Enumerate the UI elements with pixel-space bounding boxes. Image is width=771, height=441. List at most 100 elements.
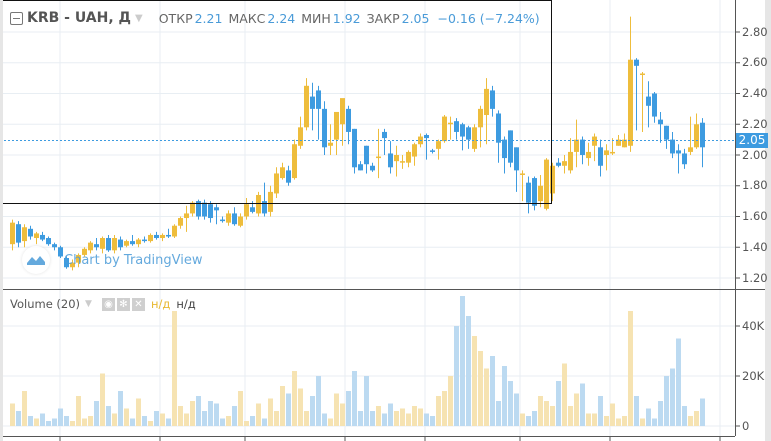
left-border [0, 0, 3, 441]
candle-body [232, 213, 237, 225]
candle-body [238, 216, 243, 226]
candle-body [610, 151, 615, 154]
volume-bar [280, 386, 285, 426]
volume-tick-label: 40K [742, 318, 765, 333]
volume-bar [484, 368, 489, 426]
candle-body [424, 135, 429, 139]
volume-bar [322, 413, 327, 426]
candle-body [160, 234, 165, 239]
volume-bar [394, 411, 399, 426]
volume-bar [526, 416, 531, 426]
collapse-icon[interactable] [10, 11, 23, 25]
candle-body [28, 228, 33, 237]
volume-bar [202, 411, 207, 426]
candle-body [586, 151, 591, 159]
candle-body [394, 155, 399, 162]
volume-bar [508, 381, 513, 426]
symbol-legend: KRB - UAH, Д ▼ ОТКР 2.21 МАКС 2.24 МИН 1… [10, 10, 540, 26]
volume-bar [442, 391, 447, 426]
price-tick-label: 2.60 [742, 55, 768, 70]
volume-bar [652, 418, 657, 426]
volume-bar [670, 368, 675, 426]
close-icon[interactable]: ✕ [131, 297, 145, 311]
candle-body [454, 121, 459, 132]
high-label: МАКС [228, 10, 266, 26]
volume-bar [586, 413, 591, 426]
volume-bar [190, 401, 195, 426]
volume-bar [250, 416, 255, 426]
chevron-down-icon[interactable]: ▼ [85, 299, 92, 309]
chevron-down-icon[interactable]: ▼ [135, 12, 143, 24]
candle-body [130, 241, 135, 245]
change-value: −0.16 (−7.24%) [437, 10, 540, 26]
candle-body [478, 108, 483, 128]
volume-bar [10, 403, 15, 426]
candle-body [538, 185, 543, 202]
candle-body [280, 167, 285, 179]
low-value: 1.92 [332, 10, 361, 26]
candle-body [142, 239, 147, 242]
volume-bar [136, 398, 141, 426]
volume-title[interactable]: Volume (20) [10, 297, 81, 311]
candle-body [196, 201, 201, 217]
volume-bar [406, 413, 411, 426]
volume-bar [346, 391, 351, 426]
candle-body [652, 93, 657, 117]
volume-bar [544, 401, 549, 426]
volume-bar [232, 406, 237, 426]
volume-bar [694, 411, 699, 426]
candle-body [490, 90, 495, 109]
volume-bar [478, 351, 483, 426]
candle-body [580, 139, 585, 155]
candle-body [352, 128, 357, 168]
volume-bar [166, 418, 171, 426]
candle-body [346, 108, 351, 132]
candle-body [328, 142, 333, 146]
volume-ma-value: н/д [176, 297, 196, 311]
candle-body [34, 233, 39, 239]
volume-bar [550, 406, 555, 426]
price-tick-label: 1.80 [742, 178, 768, 193]
tradingview-watermark[interactable]: Chart by TradingView [22, 246, 202, 274]
candle-body [370, 165, 375, 171]
price-tick-label: 2.40 [742, 86, 768, 100]
volume-bar [268, 398, 273, 426]
volume-bar [160, 413, 165, 426]
volume-bar [454, 326, 459, 426]
volume-bar [118, 391, 123, 426]
volume-bar [514, 393, 519, 426]
volume-bar [676, 338, 681, 426]
volume-tick-label: 20K [742, 368, 765, 383]
watermark-text: Chart by TradingView [64, 252, 203, 268]
candle-body [508, 130, 513, 163]
candle-body [22, 227, 27, 242]
candle-body [70, 262, 75, 268]
candle-body [658, 119, 663, 125]
candle-body [268, 191, 273, 212]
volume-bar [640, 418, 645, 426]
symbol-title[interactable]: KRB - UAH, Д [27, 10, 132, 26]
volume-bar [124, 408, 129, 426]
volume-bar [304, 411, 309, 426]
volume-bar [532, 411, 537, 426]
candle-body [82, 248, 87, 255]
volume-bar [448, 376, 453, 426]
eye-icon[interactable]: ◉ [101, 297, 115, 311]
candle-body [514, 147, 519, 171]
volume-value: н/д [150, 297, 171, 311]
candle-body [244, 204, 249, 217]
volume-bar [142, 416, 147, 426]
volume-bar [562, 363, 567, 426]
volume-bar [610, 403, 615, 426]
volume-bar [16, 411, 21, 426]
volume-bar [28, 416, 33, 426]
candle-body [382, 131, 387, 139]
candle-body [16, 224, 21, 243]
candle-body [358, 164, 363, 171]
volume-bar [574, 393, 579, 426]
volume-bar [82, 418, 87, 426]
gear-icon[interactable]: ✻ [116, 297, 130, 311]
volume-bar [310, 396, 315, 426]
volume-bar [274, 411, 279, 426]
